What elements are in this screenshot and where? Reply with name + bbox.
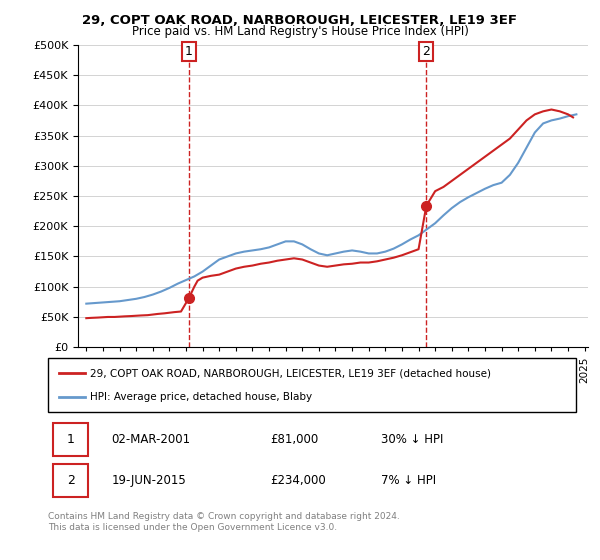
Text: 02-MAR-2001: 02-MAR-2001 xyxy=(112,433,190,446)
Text: Price paid vs. HM Land Registry's House Price Index (HPI): Price paid vs. HM Land Registry's House … xyxy=(131,25,469,38)
Text: 19-JUN-2015: 19-JUN-2015 xyxy=(112,474,186,487)
Text: 2: 2 xyxy=(422,45,430,58)
FancyBboxPatch shape xyxy=(53,423,88,456)
Text: Contains HM Land Registry data © Crown copyright and database right 2024.
This d: Contains HM Land Registry data © Crown c… xyxy=(48,512,400,532)
Text: 1: 1 xyxy=(185,45,193,58)
Text: 1: 1 xyxy=(67,433,74,446)
Text: £81,000: £81,000 xyxy=(270,433,318,446)
FancyBboxPatch shape xyxy=(53,464,88,497)
Text: 2: 2 xyxy=(67,474,74,487)
Text: HPI: Average price, detached house, Blaby: HPI: Average price, detached house, Blab… xyxy=(90,391,313,402)
Text: 29, COPT OAK ROAD, NARBOROUGH, LEICESTER, LE19 3EF: 29, COPT OAK ROAD, NARBOROUGH, LEICESTER… xyxy=(83,14,517,27)
Text: £234,000: £234,000 xyxy=(270,474,326,487)
Text: 7% ↓ HPI: 7% ↓ HPI xyxy=(380,474,436,487)
Text: 29, COPT OAK ROAD, NARBOROUGH, LEICESTER, LE19 3EF (detached house): 29, COPT OAK ROAD, NARBOROUGH, LEICESTER… xyxy=(90,368,491,379)
FancyBboxPatch shape xyxy=(48,358,576,412)
Text: 30% ↓ HPI: 30% ↓ HPI xyxy=(380,433,443,446)
